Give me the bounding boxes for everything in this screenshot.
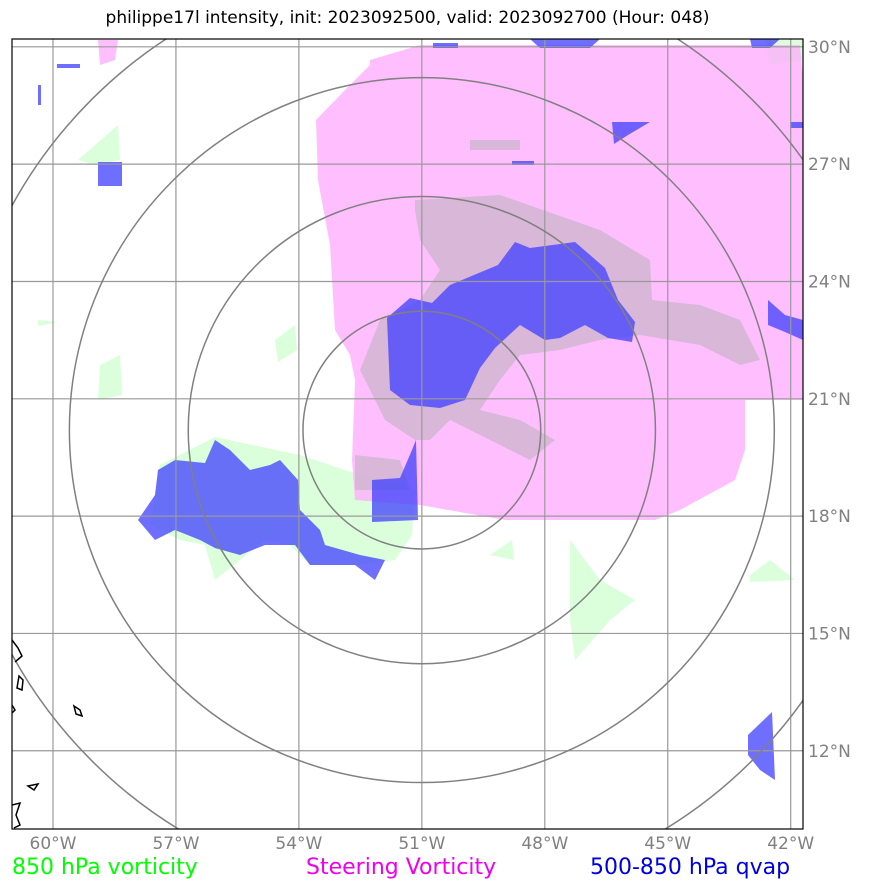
qvap-region: [57, 64, 80, 68]
green-patch: [490, 540, 514, 560]
island-outline: [12, 801, 22, 829]
qvap-region: [750, 39, 780, 48]
range-ring: [187, 195, 657, 665]
lat-tick-label: 30°N: [808, 38, 851, 58]
green-patch: [98, 355, 122, 400]
qvap-region: [387, 242, 635, 408]
qvap-region: [530, 39, 600, 48]
island-outline: [72, 704, 84, 718]
qvap-region: [98, 162, 122, 186]
qvap-region: [768, 300, 803, 340]
lon-tick-label: 45°W: [644, 834, 691, 854]
overlap-region: [470, 140, 520, 150]
lon-tick-label: 54°W: [275, 834, 322, 854]
lat-tick-label: 27°N: [808, 155, 851, 175]
legend-steering-vorticity: Steering Vorticity: [306, 855, 497, 880]
green-patch: [570, 540, 635, 660]
legend-qvap: 500-850 hPa qvap: [590, 855, 791, 880]
lon-tick-label: 51°W: [398, 834, 445, 854]
longitude-tick-labels: 60°W 57°W 54°W 51°W 48°W 45°W 42°W: [30, 834, 815, 854]
range-ring: [302, 310, 542, 550]
qvap-region: [38, 85, 41, 105]
lon-tick-label: 60°W: [30, 834, 77, 854]
green-patch: [275, 325, 297, 362]
map-title: philippe17l intensity, init: 2023092500,…: [105, 8, 710, 28]
lon-tick-label: 57°W: [152, 834, 199, 854]
lat-tick-label: 24°N: [808, 272, 851, 292]
lon-tick-label: 42°W: [767, 834, 814, 854]
lat-tick-label: 15°N: [808, 624, 851, 644]
green-patch: [78, 125, 120, 165]
latitude-tick-labels: 30°N 27°N 24°N 21°N 18°N 15°N 12°N: [808, 38, 851, 762]
green-patch: [750, 560, 795, 582]
lat-lon-grid: [12, 39, 803, 829]
qvap-region: [612, 122, 650, 144]
coastline: [12, 639, 84, 829]
qvap-layer: [38, 39, 803, 780]
lat-tick-label: 21°N: [808, 390, 851, 410]
island-outline: [26, 782, 40, 792]
legend-850-vorticity: 850 hPa vorticity: [12, 855, 198, 880]
lat-tick-label: 18°N: [808, 507, 851, 527]
island-outline: [16, 674, 24, 692]
map-frame: [11, 38, 804, 830]
qvap-region: [372, 440, 418, 522]
qvap-region: [748, 712, 775, 780]
qvap-region: [790, 122, 803, 128]
lat-tick-label: 12°N: [808, 742, 851, 762]
range-ring: [68, 76, 776, 784]
island-outline: [12, 639, 23, 663]
lon-tick-label: 48°W: [521, 834, 568, 854]
island-outline: [12, 704, 16, 714]
qvap-region: [138, 440, 385, 580]
